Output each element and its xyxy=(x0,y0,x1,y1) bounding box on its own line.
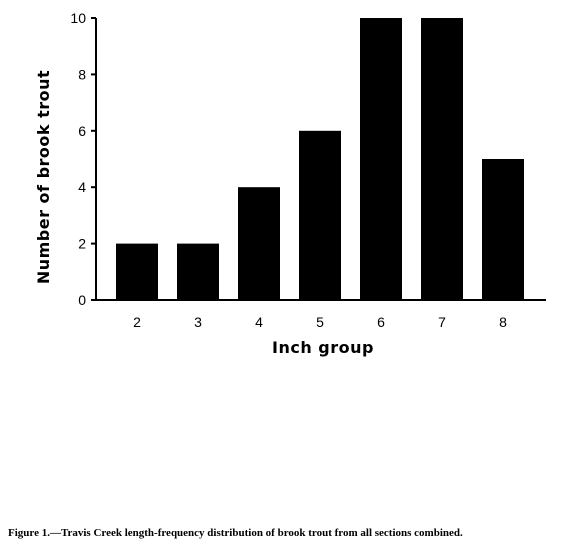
y-tick-label-4: 4 xyxy=(78,179,86,195)
bar-4 xyxy=(238,187,280,300)
y-axis xyxy=(91,17,97,301)
x-tick-label-4: 4 xyxy=(255,314,263,330)
y-tick-labels: 0 2 4 6 8 10 xyxy=(70,10,86,308)
bars xyxy=(116,18,524,300)
x-tick-label-5: 5 xyxy=(316,314,324,330)
x-tick-label-7: 7 xyxy=(438,314,446,330)
x-axis-title: Inch group xyxy=(272,338,374,357)
bar-7 xyxy=(421,18,463,300)
bar-6 xyxy=(360,18,402,300)
x-tick-label-8: 8 xyxy=(499,314,507,330)
x-tick-label-6: 6 xyxy=(377,314,385,330)
y-tick-label-6: 6 xyxy=(78,123,86,139)
y-tick-label-0: 0 xyxy=(78,292,86,308)
bar-3 xyxy=(177,243,219,300)
x-tick-label-2: 2 xyxy=(133,314,141,330)
bar-2 xyxy=(116,243,158,300)
y-tick-label-10: 10 xyxy=(70,10,86,26)
bar-5 xyxy=(299,130,341,300)
x-tick-labels: 2 3 4 5 6 7 8 xyxy=(133,314,507,330)
bar-8 xyxy=(482,159,524,300)
y-tick-label-2: 2 xyxy=(78,236,86,252)
y-axis-title: Number of brook trout xyxy=(34,70,53,284)
figure-caption: Figure 1.—Travis Creek length-frequency … xyxy=(8,527,463,539)
x-tick-label-3: 3 xyxy=(194,314,202,330)
y-tick-label-8: 8 xyxy=(78,66,86,82)
